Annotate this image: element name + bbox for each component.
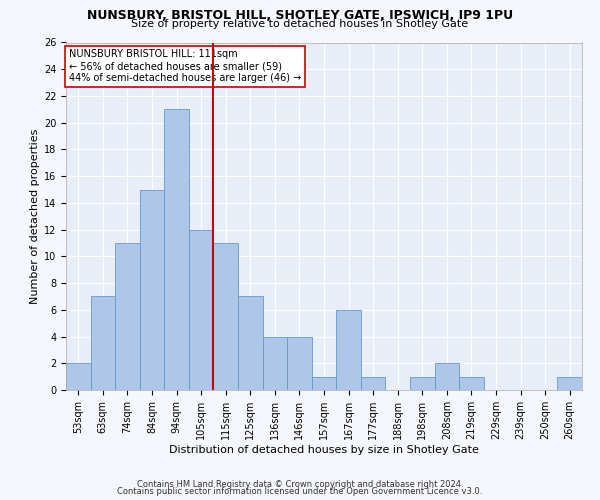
Bar [336, 310, 361, 390]
Bar [164, 110, 189, 390]
Text: NUNSBURY BRISTOL HILL: 111sqm
← 56% of detached houses are smaller (59)
44% of s: NUNSBURY BRISTOL HILL: 111sqm ← 56% of d… [68, 50, 301, 82]
Text: Size of property relative to detached houses in Shotley Gate: Size of property relative to detached ho… [131, 19, 469, 29]
Bar [91, 296, 115, 390]
Bar [434, 364, 459, 390]
Bar [263, 336, 287, 390]
Bar [214, 243, 238, 390]
Bar [115, 243, 140, 390]
Bar [287, 336, 312, 390]
Bar [238, 296, 263, 390]
Bar [312, 376, 336, 390]
Y-axis label: Number of detached properties: Number of detached properties [29, 128, 40, 304]
Bar [557, 376, 582, 390]
Bar [189, 230, 214, 390]
Text: Contains public sector information licensed under the Open Government Licence v3: Contains public sector information licen… [118, 487, 482, 496]
Bar [361, 376, 385, 390]
X-axis label: Distribution of detached houses by size in Shotley Gate: Distribution of detached houses by size … [169, 444, 479, 454]
Bar [66, 364, 91, 390]
Bar [410, 376, 434, 390]
Text: Contains HM Land Registry data © Crown copyright and database right 2024.: Contains HM Land Registry data © Crown c… [137, 480, 463, 489]
Bar [140, 190, 164, 390]
Bar [459, 376, 484, 390]
Text: NUNSBURY, BRISTOL HILL, SHOTLEY GATE, IPSWICH, IP9 1PU: NUNSBURY, BRISTOL HILL, SHOTLEY GATE, IP… [87, 9, 513, 22]
